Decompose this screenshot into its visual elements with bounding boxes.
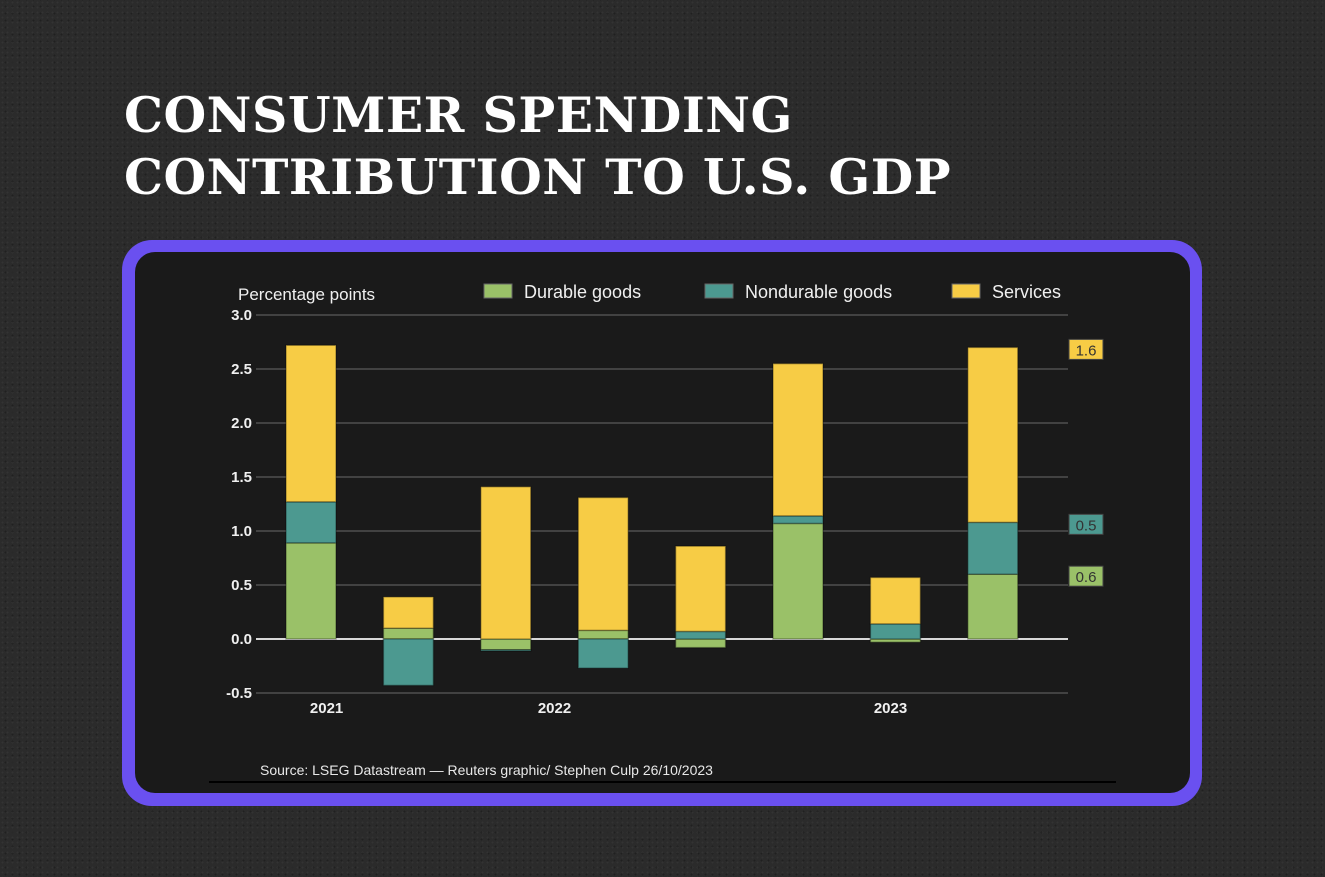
source-note: Source: LSEG Datastream — Reuters graphi… bbox=[260, 762, 713, 778]
end-label-value: 0.5 bbox=[1076, 517, 1097, 534]
x-tick-label: 2022 bbox=[538, 700, 571, 717]
end-label-value: 0.6 bbox=[1076, 569, 1097, 586]
bar-segment-services bbox=[577, 496, 629, 632]
x-axis-ticks: 2021 2022 2023 bbox=[310, 700, 907, 717]
bar-segment-services bbox=[967, 346, 1019, 524]
bar-segment-durable-goods bbox=[967, 573, 1019, 640]
y-tick-label: 1.0 bbox=[231, 523, 252, 540]
legend-swatch bbox=[483, 283, 513, 299]
bar-segment-services bbox=[285, 344, 337, 503]
bar-segment-services bbox=[772, 362, 824, 517]
bar-segment-services bbox=[674, 545, 727, 633]
bars bbox=[285, 344, 1019, 687]
y-tick-label: -0.5 bbox=[226, 685, 252, 702]
legend-label: Nondurable goods bbox=[745, 282, 892, 302]
gridlines: -0.5 0.0 0.5 1.0 1.5 2.0 2.5 3.0 bbox=[226, 307, 1068, 702]
end-labels: 1.6 0.5 0.6 bbox=[1068, 338, 1104, 587]
y-tick-label: 0.0 bbox=[231, 631, 252, 648]
x-tick-label: 2021 bbox=[310, 700, 343, 717]
bar-segment-durable-goods bbox=[382, 627, 435, 640]
bar-segment-durable-goods bbox=[577, 629, 629, 640]
end-label-box bbox=[1068, 513, 1104, 535]
legend-label: Services bbox=[992, 282, 1061, 302]
y-tick-label: 2.5 bbox=[231, 361, 252, 378]
end-label-box bbox=[1068, 565, 1104, 587]
end-label-box bbox=[1068, 338, 1104, 360]
bar-segment-services bbox=[382, 596, 435, 629]
bar-segment-nondurable-goods bbox=[967, 521, 1019, 575]
bar-segment-durable-goods bbox=[772, 522, 824, 640]
x-tick-label: 2023 bbox=[874, 700, 907, 717]
bar-segment-nondurable-goods bbox=[382, 638, 435, 687]
bar-segment-nondurable-goods bbox=[285, 501, 337, 544]
bar-segment-nondurable-goods bbox=[577, 638, 629, 669]
y-tick-label: 2.0 bbox=[231, 415, 252, 432]
bar-segment-durable-goods bbox=[480, 638, 532, 651]
bar-segment-durable-goods bbox=[285, 542, 337, 640]
legend-label: Durable goods bbox=[524, 282, 641, 302]
y-tick-label: 1.5 bbox=[231, 469, 252, 486]
bar-segment-nondurable-goods bbox=[674, 630, 727, 640]
footer-rule bbox=[209, 781, 1116, 783]
legend-swatch bbox=[704, 283, 734, 299]
title-line-1: CONSUMER SPENDING bbox=[124, 86, 793, 144]
y-axis-label: Percentage points bbox=[238, 285, 375, 304]
bar-segment-nondurable-goods bbox=[480, 649, 532, 652]
end-label-value: 1.6 bbox=[1076, 342, 1097, 359]
bar-segment-services bbox=[480, 485, 532, 640]
title-line-2: CONTRIBUTION TO U.S. GDP bbox=[124, 148, 952, 206]
legend: Durable goods Nondurable goods Services bbox=[483, 282, 1061, 302]
legend-swatch bbox=[951, 283, 981, 299]
bar-segment-nondurable-goods bbox=[772, 515, 824, 525]
y-tick-label: 0.5 bbox=[231, 577, 252, 594]
y-tick-label: 3.0 bbox=[231, 307, 252, 324]
page-title: CONSUMER SPENDING CONTRIBUTION TO U.S. G… bbox=[124, 84, 951, 208]
bar-segment-nondurable-goods bbox=[869, 623, 922, 640]
bar-segment-services bbox=[869, 576, 922, 625]
bar-segment-durable-goods bbox=[674, 638, 727, 649]
